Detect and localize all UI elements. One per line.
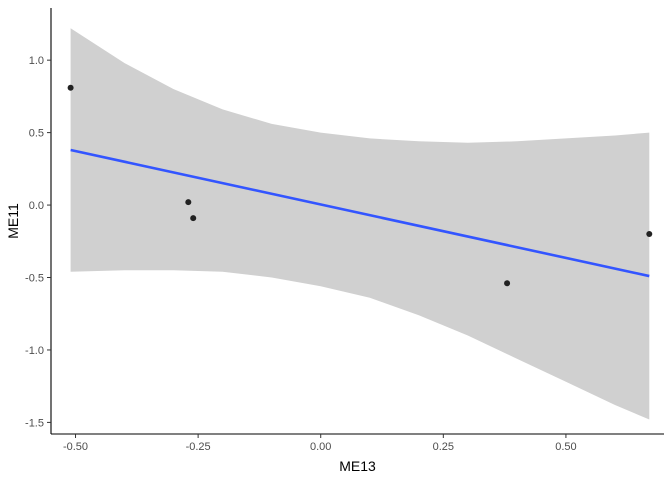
data-point bbox=[646, 231, 653, 238]
y-tick-label: 0.5 bbox=[29, 128, 44, 140]
y-tick-label: 0.0 bbox=[29, 200, 44, 212]
y-tick-label: 1.0 bbox=[29, 55, 44, 67]
data-point bbox=[504, 280, 511, 287]
x-tick-label: -0.25 bbox=[186, 441, 211, 453]
y-tick-label: -1.0 bbox=[25, 345, 44, 357]
confidence-band-layer bbox=[70, 28, 650, 420]
confidence-band bbox=[70, 28, 650, 420]
fit-line-layer bbox=[70, 148, 650, 278]
x-tick-label: 0.25 bbox=[433, 441, 454, 453]
x-tick-label: 0.50 bbox=[555, 441, 576, 453]
data-point bbox=[185, 199, 192, 206]
y-tick-label: -0.5 bbox=[25, 273, 44, 285]
y-axis-title: ME11 bbox=[5, 203, 21, 239]
axes-layer: -0.50 -0.25 0.00 0.25 0.50 -1.5 -1.0 -0.5 0.0 0.5… bbox=[25, 8, 664, 453]
x-tick-label: -0.50 bbox=[63, 441, 88, 453]
data-point bbox=[67, 84, 74, 91]
regression-line bbox=[70, 148, 650, 278]
x-tick-label: 0.00 bbox=[310, 441, 331, 453]
x-axis-title: ME13 bbox=[339, 458, 376, 474]
data-point bbox=[190, 215, 197, 222]
y-tick-label: -1.5 bbox=[25, 417, 44, 429]
data-points-layer bbox=[67, 84, 653, 287]
